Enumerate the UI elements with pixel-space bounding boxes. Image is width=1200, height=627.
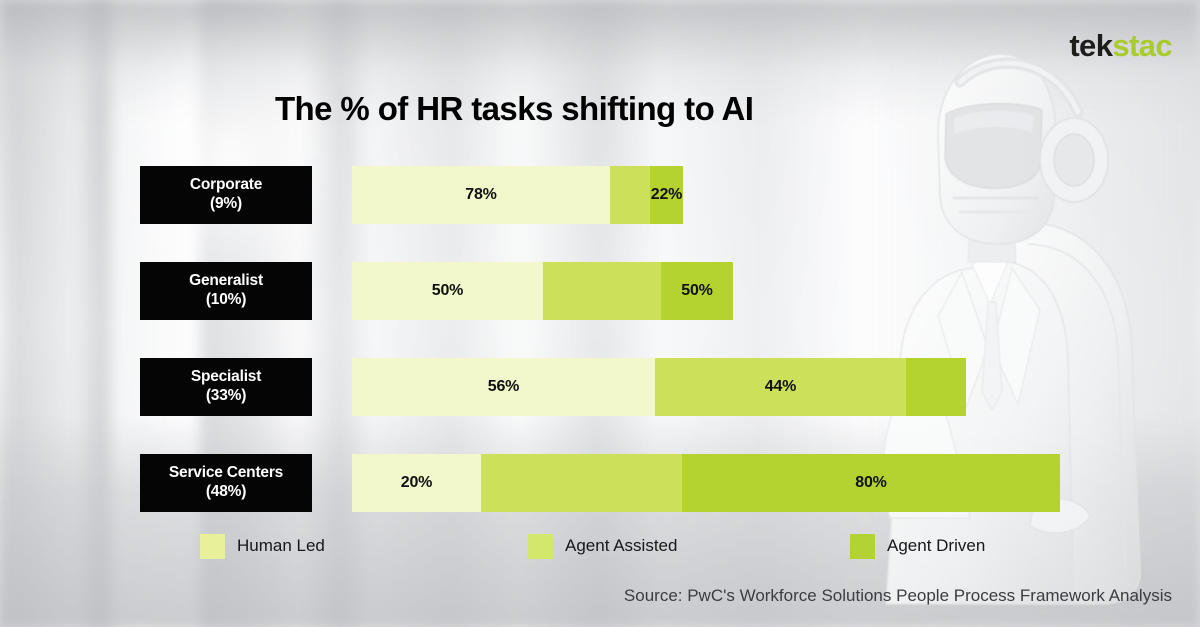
- category-label: Corporate (9%): [140, 166, 312, 224]
- category-share: (48%): [205, 483, 247, 500]
- segment-value-label: 20%: [400, 474, 433, 491]
- bar-segment: [543, 262, 661, 320]
- legend-swatch-icon: [200, 533, 225, 559]
- logo-accent-text: stac: [1112, 28, 1172, 63]
- legend-label: Agent Assisted: [565, 536, 678, 555]
- legend-item[interactable]: Human Led: [200, 531, 325, 561]
- category-share: (10%): [205, 291, 247, 308]
- segment-value-label: 44%: [764, 378, 797, 395]
- chart-legend: Human Led Agent Assisted Agent Driven: [140, 531, 1160, 561]
- bar-segment: [481, 454, 682, 512]
- stacked-bar: 56% 44%: [352, 358, 966, 416]
- bar-segment: [906, 358, 966, 416]
- stacked-bar: 78% 22%: [352, 166, 683, 224]
- category-label: Specialist (33%): [140, 358, 312, 416]
- bar-segment: 78%: [352, 166, 610, 224]
- category-share: (33%): [205, 387, 247, 404]
- bar-segment: 22%: [650, 166, 683, 224]
- brand-logo[interactable]: tekstac: [1069, 30, 1172, 61]
- stacked-bar: 50% 50%: [352, 262, 733, 320]
- category-name: Specialist: [190, 368, 262, 386]
- category-share: (9%): [210, 195, 242, 212]
- legend-item[interactable]: Agent Driven: [850, 531, 985, 561]
- chart-row: Service Centers (48%) 20% 80%: [140, 454, 1160, 512]
- segment-value-label: 56%: [487, 378, 520, 395]
- chart-row: Specialist (33%) 56% 44%: [140, 358, 1160, 416]
- category-label: Service Centers (48%): [140, 454, 312, 512]
- segment-value-label: 22%: [650, 186, 683, 203]
- bar-segment: 20%: [352, 454, 481, 512]
- category-name: Service Centers: [168, 464, 284, 482]
- background-window-glow: [110, 10, 350, 310]
- segment-value-label: 78%: [465, 186, 497, 203]
- category-name: Corporate: [189, 176, 263, 194]
- source-note: Source: PwC's Workforce Solutions People…: [623, 586, 1172, 605]
- chart-row: Generalist (10%) 50% 50%: [140, 262, 1160, 320]
- logo-primary-text: tek: [1069, 28, 1113, 63]
- legend-item[interactable]: Agent Assisted: [528, 531, 677, 561]
- segment-value-label: 50%: [681, 282, 713, 299]
- stacked-bar: 20% 80%: [352, 454, 1060, 512]
- legend-swatch-icon: [528, 533, 553, 559]
- bar-segment: [610, 166, 650, 224]
- segment-value-label: 50%: [431, 282, 464, 299]
- category-label: Generalist (10%): [140, 262, 312, 320]
- bar-segment: 50%: [352, 262, 543, 320]
- legend-label: Agent Driven: [887, 536, 986, 555]
- bar-segment: 44%: [655, 358, 906, 416]
- legend-label: Human Led: [237, 536, 325, 555]
- bar-segment: 50%: [661, 262, 733, 320]
- chart-row: Corporate (9%) 78% 22%: [140, 166, 1160, 224]
- bar-segment: 56%: [352, 358, 655, 416]
- segment-value-label: 80%: [855, 474, 887, 491]
- bar-segment: 80%: [682, 454, 1060, 512]
- category-name: Generalist: [189, 272, 263, 290]
- page-title: The % of HR tasks shifting to AI: [275, 90, 754, 127]
- legend-swatch-icon: [850, 533, 875, 559]
